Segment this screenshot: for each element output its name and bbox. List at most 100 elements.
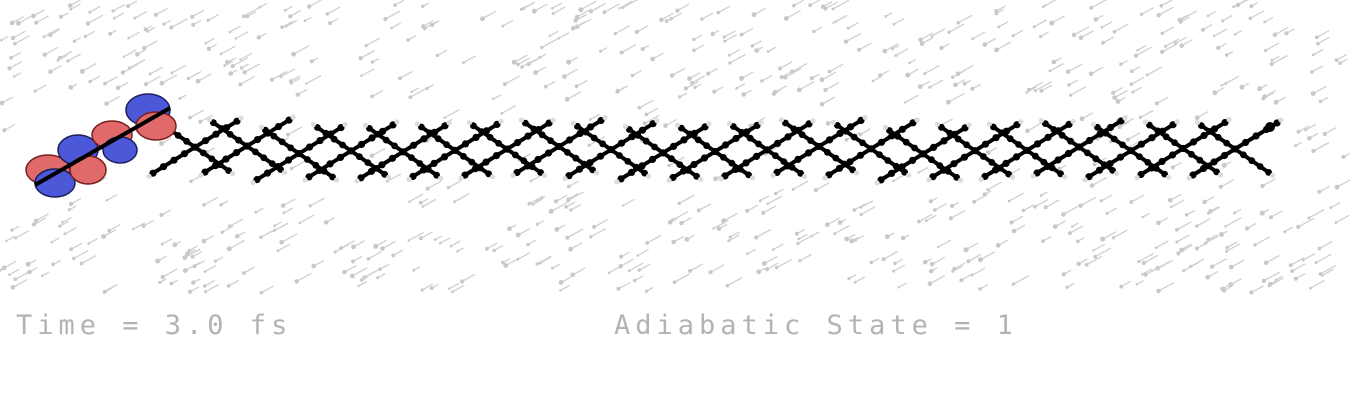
matrix-bond: [1101, 21, 1113, 28]
matrix-bond: [14, 35, 30, 45]
stack-atom: [730, 123, 737, 130]
matrix-atom: [391, 253, 396, 258]
stack-atom: [1092, 155, 1100, 163]
matrix-atom: [1088, 71, 1094, 77]
matrix-atom: [380, 246, 385, 251]
matrix-atom: [1156, 13, 1161, 18]
matrix-atom: [692, 37, 696, 42]
stack-atom: [356, 153, 363, 161]
matrix-atom: [373, 243, 379, 249]
matrix-bond: [749, 117, 766, 127]
matrix-bond: [895, 48, 909, 57]
matrix-bond: [229, 25, 241, 33]
matrix-atom: [102, 289, 107, 294]
matrix-atom: [239, 58, 242, 61]
matrix-atom: [613, 32, 617, 36]
matrix-atom: [1141, 260, 1146, 266]
matrix-atom: [190, 14, 195, 19]
molecular-scene: [0, 0, 1350, 295]
matrix-bond: [67, 53, 82, 62]
stack-atom: [565, 136, 574, 144]
stack-atom: [1043, 162, 1052, 171]
matrix-atom: [501, 24, 505, 28]
matrix-atom: [342, 269, 347, 275]
matrix-atom: [1139, 12, 1144, 16]
matrix-atom: [1228, 264, 1234, 270]
matrix-atom: [187, 289, 193, 294]
matrix-bond: [646, 107, 659, 116]
matrix-bond: [1135, 46, 1152, 57]
matrix-bond: [244, 63, 261, 73]
matrix-atom: [433, 238, 437, 241]
matrix-atom: [677, 201, 681, 206]
matrix-atom: [421, 24, 426, 29]
matrix-bond: [1160, 0, 1174, 7]
matrix-atom: [1156, 288, 1161, 294]
stack-atom: [200, 149, 207, 157]
stack-atom: [451, 147, 459, 154]
matrix-atom: [0, 100, 5, 106]
matrix-atom: [928, 85, 932, 89]
matrix-bond: [408, 231, 425, 242]
matrix-atom: [9, 20, 15, 26]
matrix-atom: [929, 261, 935, 267]
matrix-bond: [825, 82, 840, 91]
matrix-bond: [18, 15, 33, 24]
matrix-bond: [106, 95, 120, 105]
matrix-bond: [1070, 86, 1087, 96]
matrix-atom: [783, 16, 789, 21]
matrix-atom: [1294, 144, 1298, 148]
matrix-atom: [1135, 283, 1139, 286]
matrix-atom: [950, 75, 955, 80]
stack-atom: [798, 131, 806, 139]
stack-atom: [522, 119, 529, 127]
matrix-atom: [132, 227, 135, 231]
matrix-bond: [929, 275, 946, 285]
matrix-bond: [155, 7, 168, 16]
matrix-bond: [884, 43, 899, 52]
stack-atom: [211, 162, 220, 170]
matrix-bond: [845, 32, 862, 43]
matrix-bond: [670, 12, 683, 20]
matrix-bond: [235, 31, 249, 40]
matrix-atom: [153, 12, 158, 17]
matrix-bond: [207, 13, 220, 21]
stack-atom: [867, 145, 875, 153]
stack-atom: [856, 151, 865, 159]
matrix-atom: [160, 242, 164, 246]
matrix-atom: [664, 19, 669, 23]
matrix-bond: [108, 224, 121, 232]
matrix-atom: [1011, 34, 1015, 38]
matrix-atom: [228, 30, 232, 34]
matrix-atom: [1105, 211, 1109, 215]
matrix-bond: [386, 173, 402, 182]
matrix-bond: [364, 268, 381, 279]
matrix-atom: [1284, 31, 1289, 36]
matrix-bond: [517, 251, 531, 260]
matrix-atom: [566, 184, 571, 189]
matrix-atom: [69, 247, 73, 252]
matrix-atom: [1314, 35, 1319, 40]
matrix-atom: [31, 13, 36, 19]
matrix-atom: [825, 121, 831, 126]
matrix-atom: [1334, 58, 1339, 62]
matrix-atom: [1043, 4, 1047, 7]
hydrogen-atom: [446, 120, 452, 126]
matrix-atom: [50, 240, 53, 244]
matrix-atom: [10, 228, 14, 232]
matrix-atom: [930, 34, 934, 38]
matrix-atom: [745, 208, 750, 213]
matrix-atom: [1270, 58, 1274, 62]
stack-atom: [461, 140, 470, 148]
matrix-atom: [1033, 205, 1037, 209]
matrix-bond: [1316, 30, 1330, 38]
matrix-bond: [1011, 215, 1024, 224]
matrix-bond: [954, 262, 966, 270]
matrix-bond: [171, 18, 188, 29]
matrix-atom: [1119, 62, 1123, 66]
hydrogen-atom: [1270, 172, 1276, 178]
matrix-bond: [1249, 10, 1265, 19]
matrix-bond: [937, 239, 952, 248]
matrix-atom: [1078, 203, 1083, 208]
matrix-atom: [894, 54, 898, 57]
